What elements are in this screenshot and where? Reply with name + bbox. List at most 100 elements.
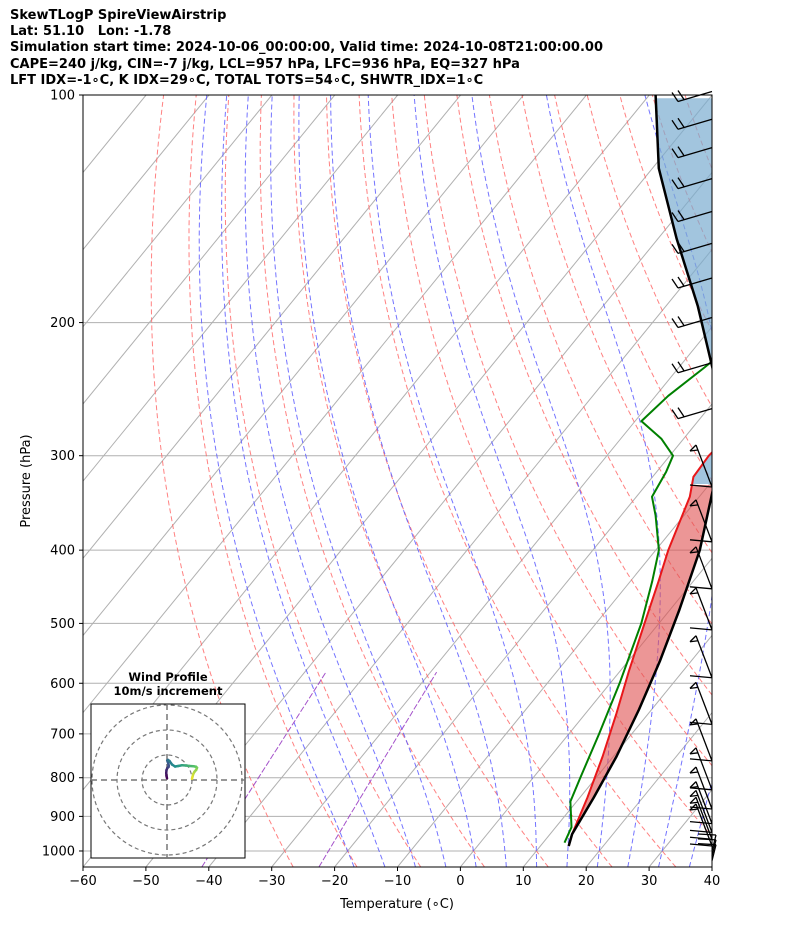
isotherm-gridline: [522, 634, 712, 867]
dry-adiabat: [150, 95, 294, 867]
isotherm-gridline: [208, 248, 712, 867]
x-tick-label: 30: [641, 874, 658, 889]
y-axis-label: Pressure (hPa): [19, 434, 34, 527]
moist-adiabat: [221, 95, 386, 867]
wind-barb: [689, 587, 713, 631]
x-tick-label: 40: [704, 874, 721, 889]
wind-barb: [689, 444, 713, 488]
isotherm-gridline: [83, 95, 587, 714]
wind-barb: [671, 316, 713, 329]
wind-barb: [689, 789, 713, 834]
moist-adiabat: [545, 95, 661, 867]
wind-barb: [689, 499, 713, 543]
isotherm-gridline: [83, 95, 273, 328]
y-tick-label: 1000: [42, 844, 75, 859]
hodograph-plot-area: [91, 704, 245, 858]
dry-adiabat: [783, 95, 794, 867]
isotherm-gridline: [271, 325, 712, 867]
wind-barb: [689, 546, 713, 590]
y-tick-label: 600: [50, 677, 75, 692]
isotherm-gridline: [711, 866, 712, 867]
x-tick-label: −50: [132, 874, 159, 889]
wind-barb: [689, 718, 713, 762]
dry-adiabat: [488, 95, 712, 625]
hodograph-subtitle: 10m/s increment: [113, 684, 223, 698]
isotherm-gridline: [460, 557, 712, 867]
dry-adiabat: [293, 95, 549, 867]
isotherm-gridline: [397, 480, 712, 867]
wind-barb: [689, 681, 713, 726]
moist-adiabat: [270, 95, 447, 867]
moist-adiabat: [471, 95, 611, 867]
isotherm-gridline: [83, 95, 461, 560]
dry-adiabat: [521, 95, 712, 554]
dry-adiabat: [224, 95, 422, 867]
dry-adiabat: [456, 95, 712, 696]
isotherm-gridline: [83, 95, 524, 637]
wind-barb: [671, 210, 713, 223]
moist-adiabat: [244, 95, 416, 867]
moist-adiabat: [298, 95, 477, 867]
x-tick-label: −40: [195, 874, 222, 889]
moist-adiabat: [330, 95, 507, 867]
moist-adiabat: [720, 95, 794, 867]
cin-shading: [655, 98, 712, 484]
wind-barb: [689, 747, 713, 791]
x-tick-label: 0: [456, 874, 464, 889]
mixing-ratio-line: [318, 671, 438, 867]
hodograph-title: Wind Profile 10m/s increment: [91, 670, 245, 698]
dewpoint-profile: [563, 360, 712, 844]
y-tick-label: 400: [50, 544, 75, 559]
y-tick-label: 100: [50, 89, 75, 104]
stability-indices-1: CAPE=240 j/kg, CIN=-7 j/kg, LCL=957 hPa,…: [10, 56, 520, 72]
wind-barb: [671, 90, 713, 103]
chart-title: SkewTLogP SpireViewAirstrip: [10, 8, 227, 23]
wind-barb: [671, 117, 713, 130]
wind-barb: [689, 635, 713, 679]
x-tick-label: 10: [515, 874, 532, 889]
mixing-ratio-line: [201, 671, 327, 867]
moist-adiabat: [198, 95, 355, 867]
stability-indices-2: LFT IDX=-1∘C, K IDX=29∘C, TOTAL TOTS=54∘…: [10, 72, 484, 88]
x-tick-label: −20: [321, 874, 348, 889]
temperature-profile: [567, 451, 712, 847]
y-tick-label: 300: [50, 449, 75, 464]
x-tick-label: −10: [384, 874, 411, 889]
dry-adiabat: [391, 95, 712, 838]
isotherm-gridline: [83, 95, 84, 97]
y-tick-label: 200: [50, 316, 75, 331]
hodograph-title-text: Wind Profile: [128, 670, 208, 684]
dry-adiabat: [718, 95, 794, 867]
y-tick-label: 700: [50, 727, 75, 742]
x-tick-label: −30: [258, 874, 285, 889]
x-tick-label: 20: [578, 874, 595, 889]
moist-adiabat: [644, 95, 712, 867]
x-tick-label: −60: [69, 874, 96, 889]
y-tick-label: 500: [50, 617, 75, 632]
cape-shading: [574, 485, 712, 830]
x-axis-label: Temperature (∘C): [339, 897, 454, 912]
y-tick-label: 900: [50, 810, 75, 825]
isotherm-gridline: [83, 95, 336, 405]
dry-adiabat: [188, 95, 358, 867]
wind-barb: [671, 276, 713, 289]
y-tick-label: 800: [50, 771, 75, 786]
parcel-profile: [567, 95, 712, 847]
dry-adiabat: [358, 95, 677, 867]
isotherm-gridline: [585, 711, 712, 867]
dry-adiabat: [259, 95, 485, 867]
wind-barb: [671, 361, 713, 374]
chart-header: SkewTLogP SpireViewAirstrip Lat: 51.10 L…: [10, 8, 603, 89]
wind-barb: [671, 407, 713, 420]
wind-barb: [671, 242, 713, 255]
dry-adiabat: [750, 95, 794, 867]
simulation-times: Simulation start time: 2024-10-06_00:00:…: [10, 40, 603, 56]
wind-barb: [697, 833, 717, 852]
moist-adiabat: [413, 95, 571, 867]
wind-barb: [671, 177, 713, 190]
wind-barb: [689, 766, 713, 810]
hodograph-segment: [190, 775, 194, 780]
isotherm-gridline: [145, 171, 712, 867]
station-location: Lat: 51.10 Lon: -1.78: [10, 24, 172, 40]
